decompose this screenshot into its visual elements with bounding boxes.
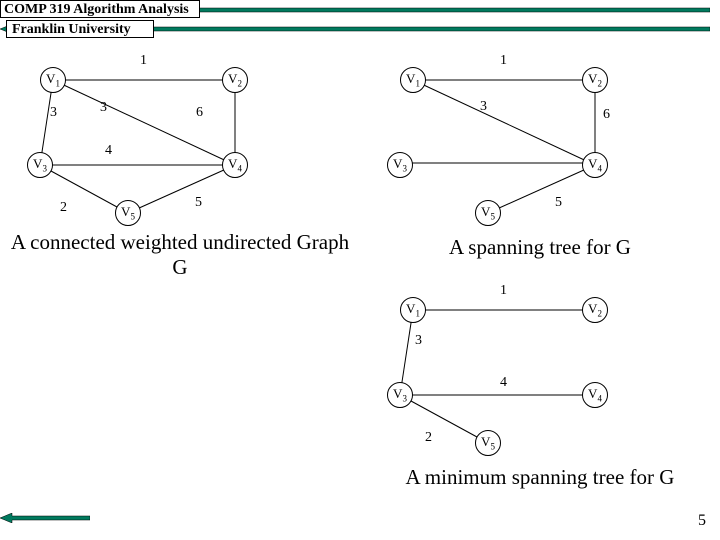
node-v3: V3 (387, 152, 413, 178)
weight-v1v3: 3 (50, 105, 57, 121)
node-v2: V2 (222, 67, 248, 93)
graph-mst: V1 V2 V3 V4 V5 1 3 4 2 (380, 275, 700, 475)
footer-arrow (0, 513, 90, 523)
page-number: 5 (698, 512, 706, 530)
graph-spanning-tree: V1 V2 V3 V4 V5 1 3 6 5 (380, 45, 700, 245)
node-v2: V2 (582, 297, 608, 323)
weight-v1v4: 3 (480, 99, 487, 115)
weight-v4v5: 5 (555, 195, 562, 211)
weight-v3v4: 4 (500, 375, 507, 391)
node-v4: V4 (582, 382, 608, 408)
weight-v3v5: 2 (60, 200, 67, 216)
node-v4: V4 (582, 152, 608, 178)
weight-v1v2: 1 (500, 283, 507, 299)
institution-name: Franklin University (12, 22, 131, 38)
weight-v3v5: 2 (425, 430, 432, 446)
node-v5: V5 (115, 200, 141, 226)
node-v1: V1 (400, 67, 426, 93)
course-title: COMP 319 Algorithm Analysis (4, 2, 189, 18)
weight-v3v4: 4 (105, 143, 112, 159)
weight-v4v5: 5 (195, 195, 202, 211)
node-v3: V3 (387, 382, 413, 408)
node-v3: V3 (27, 152, 53, 178)
weight-v1v4: 3 (100, 100, 107, 116)
graph-g: V1 V2 V3 V4 V5 1 3 3 6 4 2 5 (20, 45, 340, 245)
node-v1: V1 (400, 297, 426, 323)
weight-v1v3: 3 (415, 333, 422, 349)
weight-v2v4: 6 (196, 105, 203, 121)
node-v1: V1 (40, 67, 66, 93)
spanning-tree-edges (380, 45, 700, 245)
node-v5: V5 (475, 200, 501, 226)
weight-v1v2: 1 (500, 53, 507, 69)
weight-v2v4: 6 (603, 107, 610, 123)
node-v4: V4 (222, 152, 248, 178)
node-v2: V2 (582, 67, 608, 93)
weight-v1v2: 1 (140, 53, 147, 69)
node-v5: V5 (475, 430, 501, 456)
graph-g-edges (20, 45, 340, 245)
